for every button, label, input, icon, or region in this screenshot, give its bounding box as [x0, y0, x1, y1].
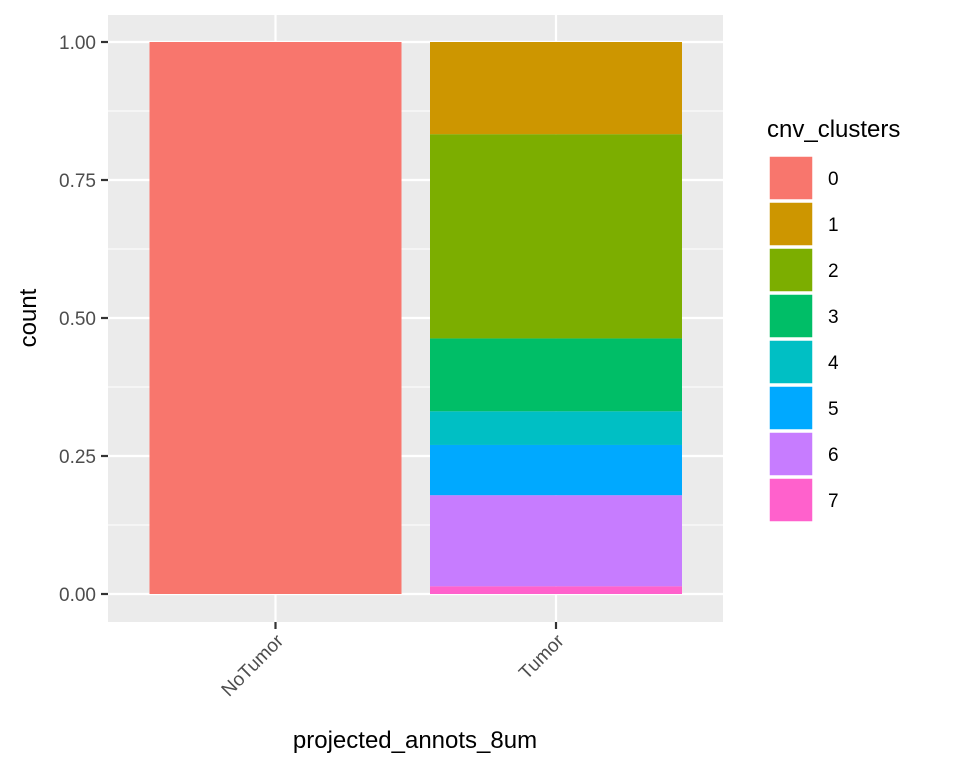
legend-key: [768, 201, 814, 247]
x-tick-label: NoTumor: [218, 630, 289, 701]
legend-label: 4: [828, 353, 839, 374]
bar-segment: [430, 134, 682, 339]
bar-segment: [430, 495, 682, 587]
legend-label: 0: [828, 169, 839, 190]
legend-key: [768, 385, 814, 431]
y-tick-label: 0.75: [59, 171, 96, 192]
bar-segment: [430, 42, 682, 135]
legend-key: [768, 339, 814, 385]
legend: cnv_clusters 0 1 2 3 4 5 6 7: [767, 116, 900, 523]
legend-key: [768, 247, 814, 293]
legend-key: [768, 155, 814, 201]
legend-title: cnv_clusters: [767, 116, 900, 143]
legend-key: [768, 431, 814, 477]
legend-label: 2: [828, 261, 839, 282]
bar-segment: [430, 338, 682, 412]
legend-label: 5: [828, 399, 839, 420]
legend-key: [768, 477, 814, 523]
x-tick-label: Tumor: [515, 630, 569, 684]
legend-label: 6: [828, 445, 839, 466]
y-axis-title: count: [15, 288, 42, 347]
y-tick-label: 1.00: [59, 33, 96, 54]
y-axis: 0.00 0.25 0.50 0.75 1.00: [59, 33, 108, 606]
x-axis-title: projected_annots_8um: [293, 727, 537, 754]
bar-segment: [430, 586, 682, 594]
legend-label: 1: [828, 215, 839, 236]
y-tick-label: 0.00: [59, 585, 96, 606]
bar-segment: [430, 444, 682, 496]
y-tick-label: 0.25: [59, 447, 96, 468]
x-axis: NoTumor Tumor: [218, 622, 569, 701]
bars: [149, 42, 682, 594]
legend-label: 7: [828, 491, 839, 512]
bar-segment: [149, 42, 402, 594]
y-tick-label: 0.50: [59, 309, 96, 330]
legend-key: [768, 293, 814, 339]
bar-segment: [430, 411, 682, 445]
legend-label: 3: [828, 307, 839, 328]
